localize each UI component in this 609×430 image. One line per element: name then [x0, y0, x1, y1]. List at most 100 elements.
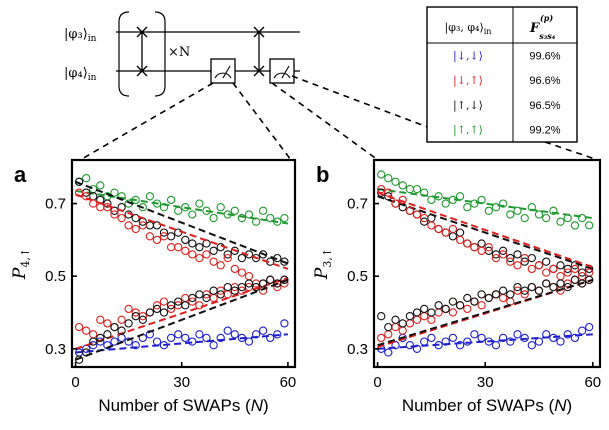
y-tick-label: 0.5 [45, 268, 66, 285]
data-point [103, 319, 112, 328]
data-point [117, 315, 126, 324]
data-point [202, 250, 211, 259]
data-point [230, 286, 239, 295]
data-point [96, 203, 105, 212]
data-point [513, 250, 522, 259]
data-point [124, 337, 133, 346]
data-point [244, 210, 254, 219]
data-point [534, 261, 544, 270]
data-point [237, 268, 247, 277]
data-point [455, 301, 465, 310]
data-point [484, 243, 493, 252]
data-point [427, 308, 436, 317]
data-point [455, 341, 465, 350]
data-point [527, 341, 536, 350]
data-point [491, 290, 501, 299]
fidelity-table: |φ₃, φ₄⟩in Fs₃s₄ (p) |↓,↓⟩ 99.6% |↓,↑⟩ 96.6… [426, 6, 578, 143]
table-row-state: |↓,↑⟩ [453, 74, 483, 88]
data-point [498, 250, 508, 259]
data-point [181, 246, 190, 255]
data-point [441, 199, 450, 208]
data-point [520, 286, 529, 295]
data-point [273, 330, 282, 339]
data-point [377, 333, 386, 343]
data-point [570, 275, 580, 284]
data-point [506, 290, 515, 299]
data-point [448, 232, 458, 241]
table-header-fidelity-superscript: (p) [540, 13, 553, 23]
data-point [251, 253, 261, 263]
data-point [280, 319, 289, 328]
table-row-state: |↑,↓⟩ [453, 99, 483, 113]
data-point [117, 326, 126, 335]
data-point [188, 297, 197, 306]
data-point [506, 337, 515, 346]
y-tick-label: 0.7 [45, 196, 66, 213]
data-point [498, 333, 508, 343]
data-point [549, 206, 558, 215]
data-point [520, 333, 529, 343]
data-point [384, 348, 393, 357]
data-point [145, 232, 155, 241]
data-point [520, 253, 529, 263]
data-point [391, 199, 400, 208]
data-point [131, 341, 140, 350]
data-point [188, 337, 197, 346]
x-tick-label: 60 [584, 374, 601, 391]
data-point [470, 297, 479, 306]
data-point [244, 279, 254, 288]
repeat-bracket-left [118, 11, 130, 97]
data-point [377, 170, 386, 179]
data-point [258, 206, 268, 215]
data-point [209, 257, 218, 266]
data-point [585, 322, 594, 332]
data-point [477, 246, 486, 255]
data-point [237, 282, 247, 292]
fit-line [75, 193, 289, 270]
data-point [244, 272, 254, 281]
data-point [152, 337, 162, 346]
data-point [556, 279, 565, 288]
data-point [427, 221, 436, 230]
data-point [209, 293, 218, 303]
data-point [549, 282, 558, 292]
data-point [556, 217, 565, 226]
x-tick-label: 30 [477, 374, 494, 391]
data-point [145, 192, 155, 201]
data-point [166, 333, 176, 343]
measurement-gate-1 [210, 58, 236, 84]
data-point [181, 203, 190, 212]
data-point [434, 308, 443, 317]
data-point [195, 243, 204, 252]
swap-circuit-diagram: |φ₃⟩in |φ₄⟩in ×N [64, 11, 599, 161]
data-point [166, 195, 176, 205]
data-point [202, 333, 211, 343]
input-label-qubit4: |φ₄⟩in [64, 66, 97, 83]
data-point [513, 261, 522, 270]
table-header-state: |φ₃, φ₄⟩in [445, 21, 492, 36]
x-tick-label: 60 [280, 374, 297, 391]
data-point [216, 203, 225, 212]
data-point [89, 337, 98, 346]
data-point [448, 224, 458, 234]
data-point [195, 290, 204, 299]
data-point [273, 279, 282, 288]
data-point [110, 322, 119, 332]
data-point [427, 333, 436, 343]
data-point [470, 243, 479, 252]
plot-frame [70, 158, 297, 369]
data-point [398, 319, 407, 328]
data-point [484, 206, 493, 215]
data-point [412, 184, 422, 194]
data-point [237, 253, 247, 263]
data-point [202, 293, 211, 303]
data-point [527, 253, 536, 263]
data-point [124, 319, 133, 328]
data-point [477, 301, 486, 310]
fit-line [377, 333, 593, 350]
x-axis-label: Number of SWAPs (N) [402, 396, 572, 415]
data-point [188, 293, 197, 303]
data-point [174, 330, 183, 339]
data-point [420, 312, 429, 321]
